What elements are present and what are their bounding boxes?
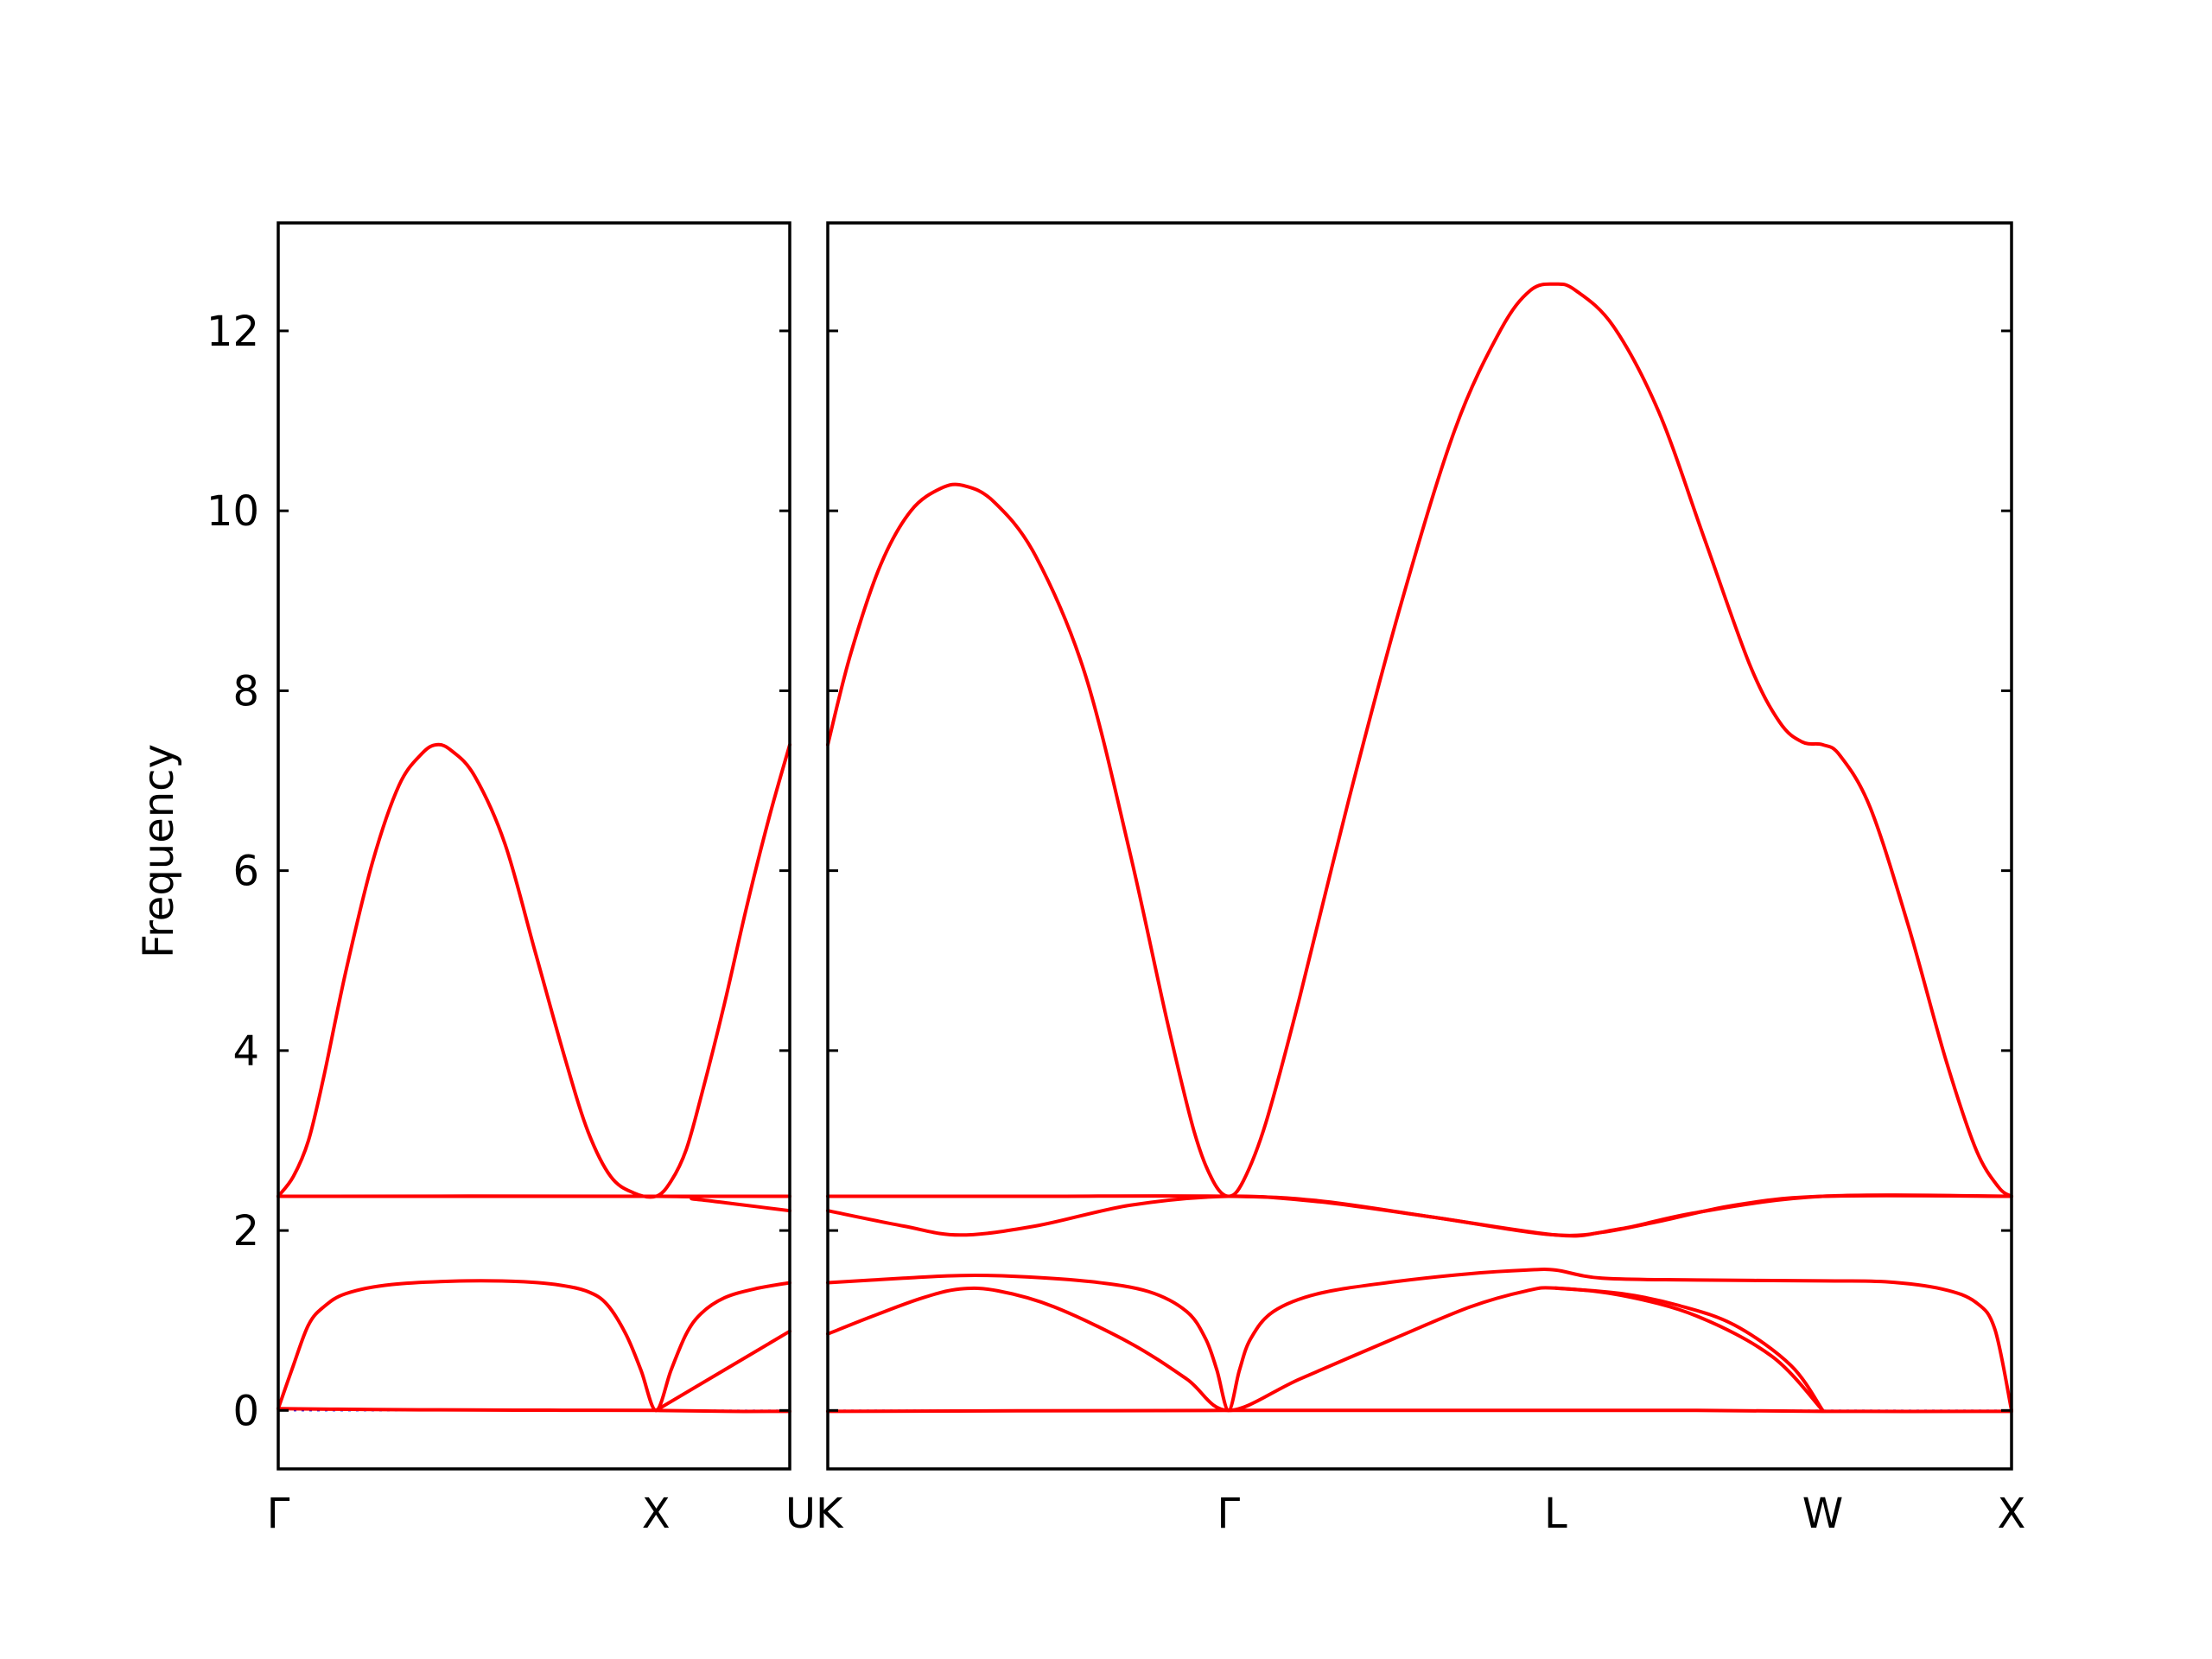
- tick-labels: Γ X U K Γ L W X 0 2 4 6 8 10 12: [207, 308, 2026, 1538]
- plot-frame-panel-gamma-x-u: [276, 221, 791, 1471]
- band-panel-gamma-x-u-4: [276, 1194, 791, 1213]
- y-axis-label: Frequency: [135, 744, 183, 958]
- band-panel-gamma-x-u-2: [654, 1329, 791, 1413]
- y-tick-label: 10: [207, 487, 259, 536]
- band-panel-k-gamma-l-w-x-2: [1554, 1286, 1825, 1413]
- band-panel-gamma-x-u-0: [276, 1407, 791, 1414]
- band-panel-gamma-x-u-1: [276, 1279, 791, 1413]
- band-panel-k-gamma-l-w-x-0: [826, 1408, 2013, 1414]
- x-tick-label: K: [816, 1490, 844, 1538]
- x-tick-label: L: [1544, 1490, 1567, 1538]
- bands: [276, 282, 2013, 1414]
- band-panel-k-gamma-l-w-x-6: [826, 282, 2013, 1198]
- frames: [276, 221, 2013, 1471]
- x-tick-label: U: [785, 1490, 816, 1538]
- x-tick-label: X: [642, 1490, 671, 1538]
- ticks: [278, 329, 2012, 1412]
- band-panel-k-gamma-l-w-x-5: [826, 1193, 2013, 1238]
- plot-frame-panel-k-gamma-l-w-x: [826, 221, 2013, 1471]
- x-tick-label: Γ: [1217, 1490, 1240, 1538]
- y-tick-label: 12: [207, 308, 259, 356]
- x-tick-label: W: [1802, 1490, 1843, 1538]
- y-tick-label: 6: [232, 848, 259, 896]
- x-tick-label: Γ: [267, 1490, 290, 1538]
- y-tick-label: 2: [232, 1207, 259, 1255]
- band-panel-k-gamma-l-w-x-1: [826, 1286, 1825, 1413]
- y-tick-label: 0: [232, 1387, 259, 1435]
- band-panel-gamma-x-u-5: [276, 742, 791, 1199]
- y-tick-label: 4: [232, 1027, 259, 1076]
- y-tick-label: 8: [232, 667, 259, 715]
- band-panel-k-gamma-l-w-x-3: [826, 1268, 2013, 1413]
- x-tick-label: X: [1998, 1490, 2026, 1538]
